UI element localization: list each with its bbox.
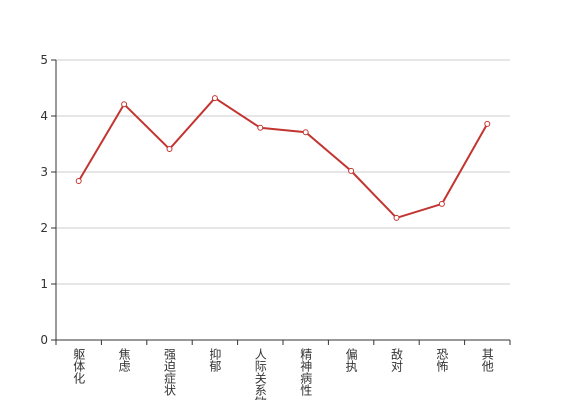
y-tick-label: 4: [40, 109, 48, 123]
point: [121, 101, 128, 108]
x-tick-label: 精神病性: [299, 348, 313, 397]
y-tick-label: 3: [40, 165, 48, 179]
x-tick-label: 焦虑: [117, 348, 131, 372]
x-tick-label: 躯体化: [72, 347, 86, 385]
x-tick-label: 抑郁: [208, 347, 222, 373]
line: [77, 96, 489, 220]
y-tick-label: 0: [40, 333, 48, 347]
x-tick-label: 其他: [480, 348, 494, 372]
point: [484, 120, 491, 127]
point: [257, 124, 264, 131]
x-tick-label: 人际关系敏感: [253, 348, 267, 400]
y-tick-label: 1: [40, 277, 48, 291]
y-tick-label: 5: [40, 53, 48, 67]
x-tick-label: 敌对: [390, 347, 404, 372]
y-tick-label: 2: [40, 221, 48, 235]
point: [302, 129, 309, 136]
point: [166, 146, 173, 153]
x-tick-label: 偏执: [344, 347, 358, 373]
x-tick-label: 恐怖: [435, 348, 449, 372]
point: [438, 200, 445, 207]
point: [211, 95, 218, 102]
x-tick-label: 强迫症状: [163, 348, 177, 396]
point: [348, 167, 355, 174]
point: [75, 177, 82, 184]
point: [393, 214, 400, 221]
